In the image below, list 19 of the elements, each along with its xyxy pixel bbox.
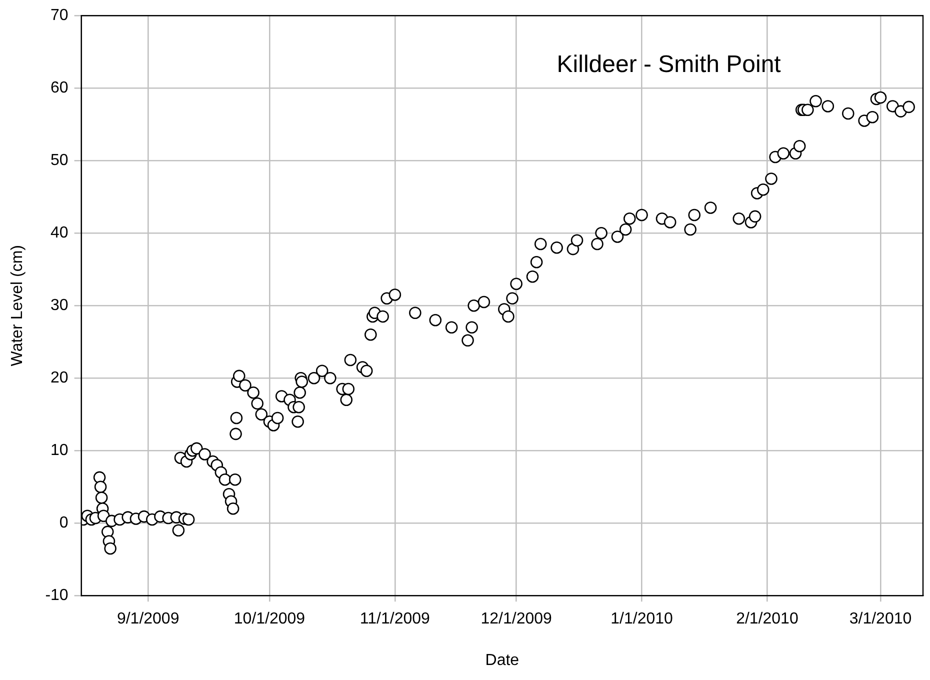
x-tick-label: 11/1/2009 — [360, 610, 430, 628]
y-tick-label: 50 — [50, 152, 68, 170]
y-tick-label: 30 — [50, 297, 68, 314]
y-tick-label: 40 — [50, 224, 68, 242]
annotation: Killdeer - Smith Point — [556, 51, 782, 78]
x-tick-label: 9/1/2009 — [116, 610, 180, 628]
y-tick-label: 10 — [50, 442, 68, 460]
x-tick-label: 3/1/2010 — [849, 610, 912, 628]
y-tick-label: -10 — [45, 587, 68, 604]
y-tick-label: 70 — [50, 7, 68, 24]
x-tick-label: 10/1/2009 — [234, 610, 306, 628]
x-tick-label: 12/1/2009 — [480, 610, 552, 628]
y-axis-title: Water Level (cm) — [9, 245, 26, 366]
y-tick-label: 0 — [59, 514, 68, 532]
y-tick-label: 20 — [50, 370, 68, 387]
x-axis-title: Date — [485, 652, 520, 669]
x-tick-label: 2/1/2010 — [736, 610, 798, 628]
y-tick-label: 60 — [50, 80, 68, 97]
x-tick-label: 1/1/2010 — [610, 610, 674, 628]
